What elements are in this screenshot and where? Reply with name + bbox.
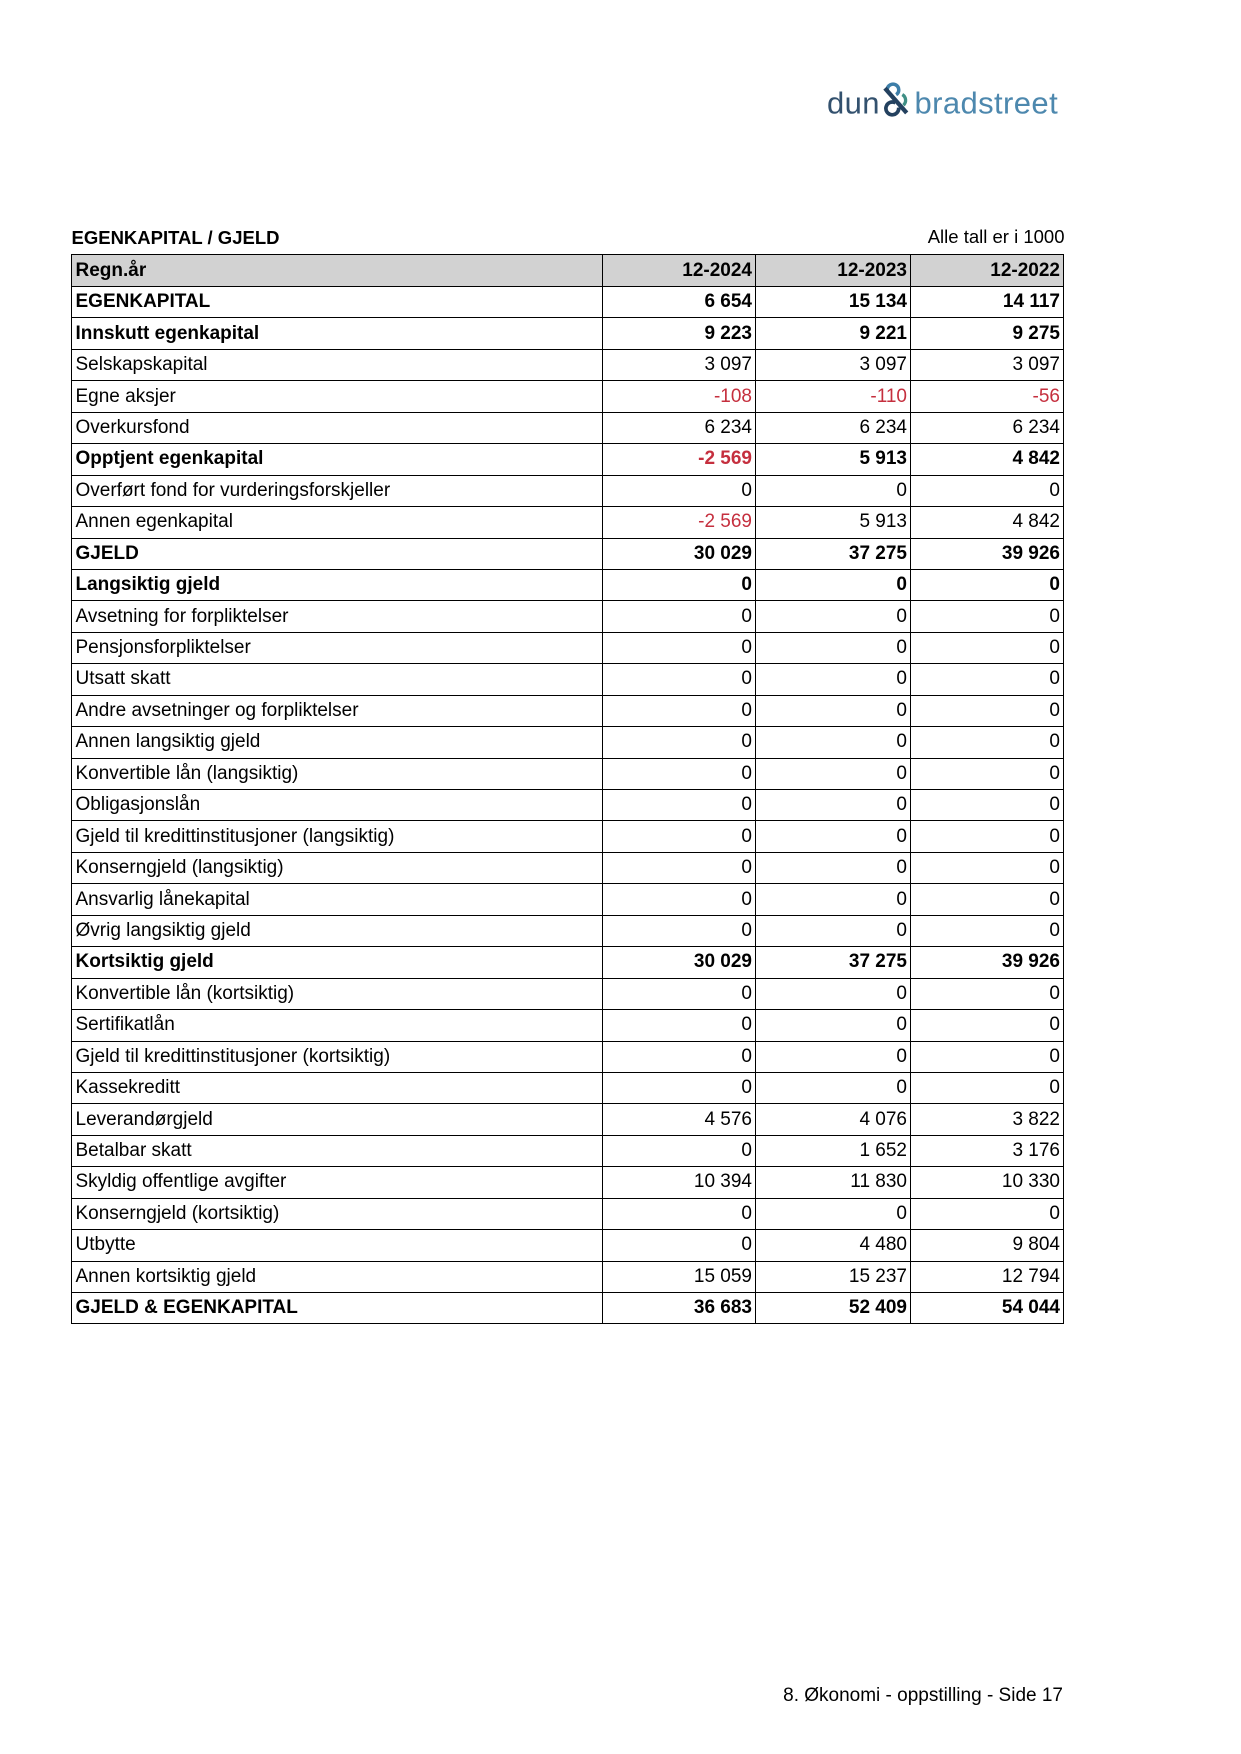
svg-text:bradstreet: bradstreet — [915, 86, 1059, 121]
svg-text:dun: dun — [827, 86, 880, 121]
